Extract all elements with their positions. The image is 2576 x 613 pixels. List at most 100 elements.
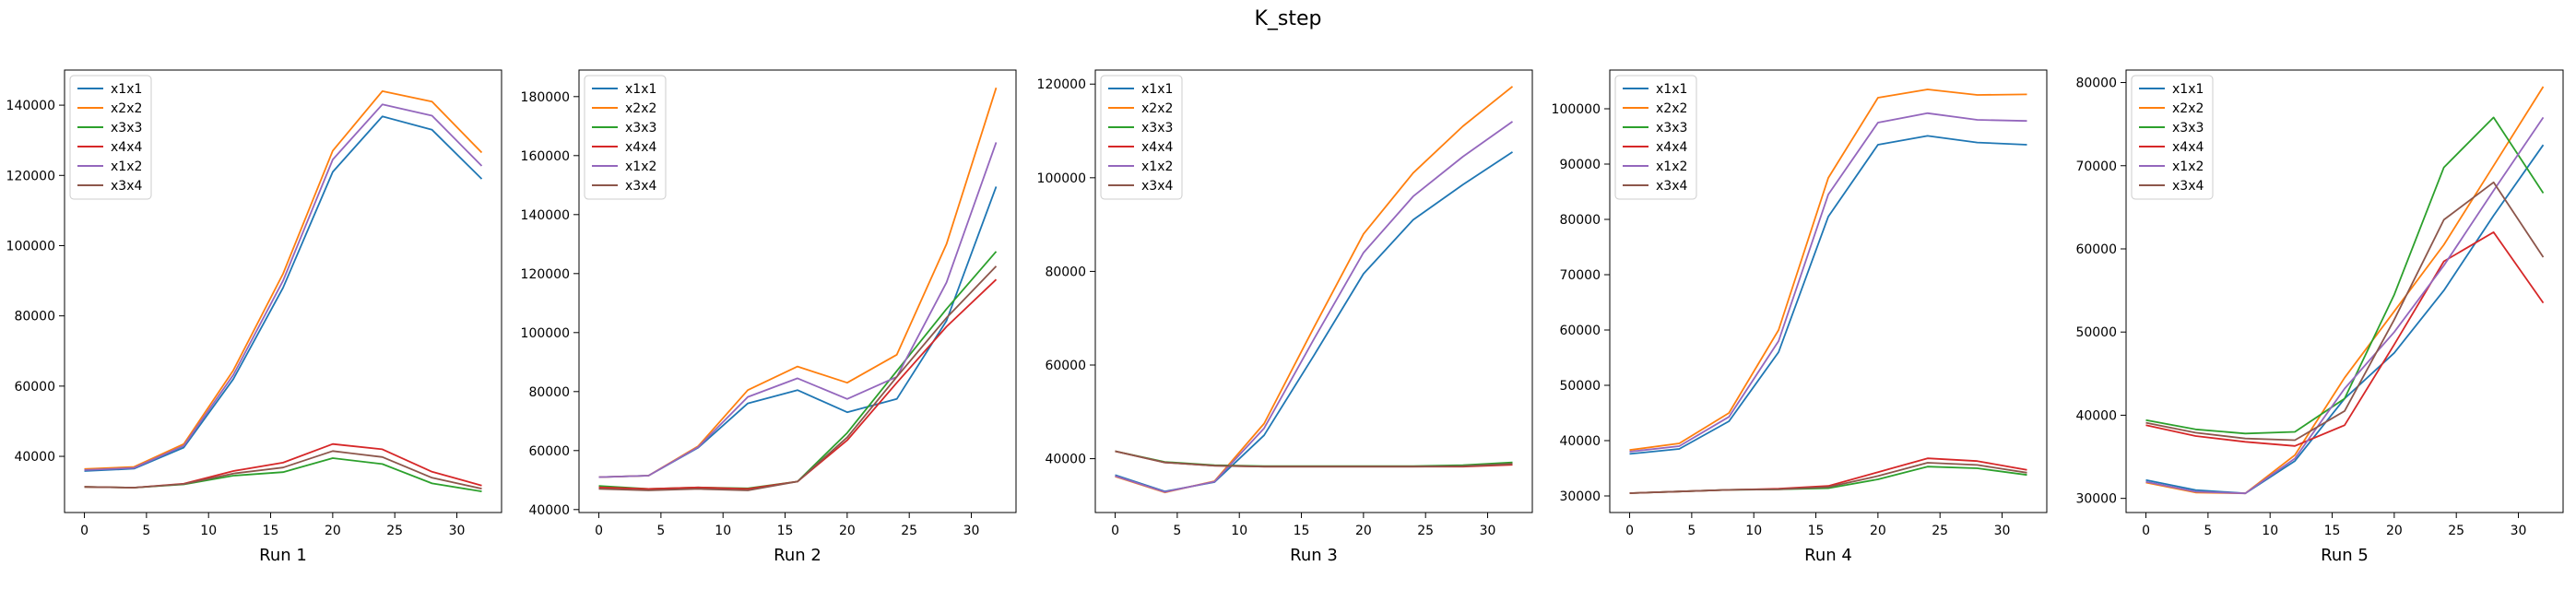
x-tick-label: 5 [656,524,665,538]
y-tick-label: 60000 [1045,359,1086,373]
x-tick-label: 0 [1111,524,1119,538]
legend-label: x1x2 [1141,159,1173,174]
x-tick-label: 5 [2204,524,2212,538]
series-line-x1x2 [1629,112,2027,453]
legend-box [1100,75,1183,200]
y-tick-label: 100000 [1552,102,1601,117]
x-tick-label: 0 [1625,524,1634,538]
legend-box [1614,75,1697,200]
legend-label: x3x4 [625,179,656,194]
x-tick-label: 10 [715,524,731,538]
legend-label: x1x1 [1141,82,1173,97]
x-axis-label: Run 1 [259,546,307,565]
series-line-x1x2 [84,103,483,471]
y-tick-label: 80000 [2075,77,2117,91]
series-line-x4x4 [2145,230,2545,447]
legend-box [69,75,152,200]
legend-label: x3x4 [1141,179,1173,194]
series-line-x1x1 [84,115,483,472]
legend-label: x1x1 [2172,82,2204,97]
y-tick-label: 180000 [521,90,570,105]
x-tick-label: 25 [386,524,403,538]
subplot-run-1: 0 5 10 15 20 25 30 40000 60000 80000 100000 120000 1… [6,69,502,565]
legend-label: x3x3 [1141,121,1173,136]
series-line-x1x2 [2145,116,2545,495]
y-tick-label: 40000 [528,503,570,518]
y-tick-label: 100000 [1037,171,1086,186]
legend: x1x1 x2x2 x3x3 x4x4 x1x2 x3x4 [1614,75,1697,200]
series-line-x3x4 [2145,181,2545,442]
x-axis-label: Run 2 [774,546,821,565]
x-tick-label: 25 [2448,524,2464,538]
x-tick-label: 0 [595,524,603,538]
x-tick-label: 15 [1808,524,1825,538]
x-tick-label: 10 [2262,524,2278,538]
series-line-x3x4 [84,450,482,489]
legend-label: x4x4 [625,140,656,155]
y-tick-label: 40000 [1559,434,1601,449]
y-tick-label: 60000 [2075,242,2117,257]
legend-label: x1x2 [1656,159,1687,174]
legend-label: x4x4 [2172,140,2204,155]
y-tick-label: 100000 [521,326,570,341]
series-line-x1x2 [1115,121,1514,493]
y-tick-label: 100000 [6,239,55,253]
y-tick-label: 40000 [2075,408,2117,423]
y-tick-label: 30000 [2075,492,2117,507]
y-tick-label: 140000 [521,208,570,223]
x-tick-label: 30 [449,524,466,538]
legend-label: x1x1 [111,82,142,97]
x-tick-label: 30 [1994,524,2011,538]
legend-label: x4x4 [111,140,142,155]
y-tick-label: 60000 [1559,324,1601,338]
series-line-x2x2 [1629,88,2027,452]
series-line-x1x1 [1629,135,2027,455]
x-tick-label: 15 [1294,524,1310,538]
y-tick-label: 140000 [6,99,55,113]
x-tick-label: 5 [142,524,150,538]
legend-label: x2x2 [1141,101,1173,116]
x-tick-label: 20 [325,524,341,538]
legend-label: x3x3 [111,121,142,136]
legend-label: x1x2 [625,159,656,174]
legend: x1x1 x2x2 x3x3 x4x4 x1x2 x3x4 [584,75,667,200]
legend-box [2131,75,2214,200]
x-tick-label: 10 [1231,524,1247,538]
legend-label: x3x4 [2172,179,2204,194]
x-axis-label: Run 5 [2321,546,2369,565]
legend-label: x2x2 [2172,101,2204,116]
legend: x1x1 x2x2 x3x3 x4x4 x1x2 x3x4 [69,75,152,200]
x-tick-label: 30 [963,524,980,538]
y-tick-label: 120000 [1037,77,1086,92]
legend-box [584,75,667,200]
y-tick-label: 80000 [1559,213,1601,228]
legend-label: x2x2 [1656,101,1687,116]
y-tick-label: 80000 [528,385,570,400]
legend-label: x1x2 [2172,159,2204,174]
x-tick-label: 25 [1417,524,1434,538]
x-tick-label: 15 [2324,524,2341,538]
legend-label: x3x3 [1656,121,1687,136]
y-tick-label: 120000 [521,267,570,282]
y-tick-label: 30000 [1559,489,1601,504]
y-tick-label: 90000 [1559,158,1601,172]
x-tick-label: 20 [839,524,856,538]
x-tick-label: 30 [2511,524,2527,538]
x-tick-label: 30 [1480,524,1496,538]
subplot-run-3: 0 5 10 15 20 25 30 40000 60000 80000 100000 120000 x… [1037,69,1533,565]
legend-label: x3x4 [111,179,142,194]
legend-label: x1x1 [625,82,656,97]
y-tick-label: 60000 [528,444,570,459]
y-tick-label: 70000 [1559,268,1601,283]
y-tick-label: 70000 [2075,159,2117,174]
subplot-run-5: 0 5 10 15 20 25 30 30000 40000 50000 60000 70000 800… [2075,69,2564,565]
series-line-x3x4 [1629,462,2027,494]
y-tick-label: 160000 [521,149,570,164]
legend-label: x3x3 [625,121,656,136]
legend-label: x2x2 [111,101,142,116]
x-tick-label: 10 [1745,524,1762,538]
series-line-x3x3 [2145,116,2545,435]
legend-label: x3x3 [2172,121,2204,136]
